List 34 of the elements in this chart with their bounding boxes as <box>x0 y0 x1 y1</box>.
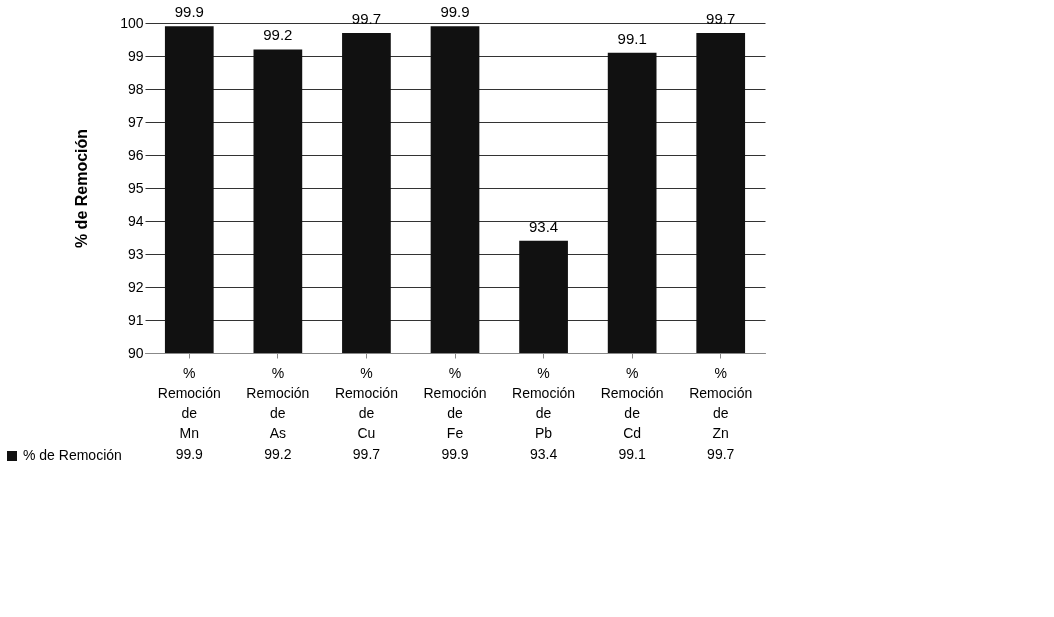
x-tick-label: % Remoción de Mn <box>157 364 221 441</box>
y-tick-label: 90 <box>127 344 144 361</box>
x-tick-label: % Remoción de Zn <box>689 364 753 441</box>
y-tick-label: 92 <box>127 278 144 295</box>
x-tick-label: % Remoción de As <box>246 364 310 441</box>
annotation: 99.7 <box>351 9 382 27</box>
legend-label: % de Remoción <box>23 447 122 463</box>
y-tick-label: 91 <box>127 311 144 328</box>
y-tick-label: 99 <box>127 47 144 64</box>
data-label: 93.4 <box>529 446 558 462</box>
data-label: 99.7 <box>352 446 381 462</box>
annotation: 99.7 <box>706 9 736 27</box>
y-tick-label: 95 <box>127 179 144 196</box>
annotation: 99.9 <box>440 3 470 21</box>
x-tick-label: % Remoción de Fe <box>423 364 487 441</box>
annotation: 99.2 <box>263 26 293 44</box>
data-label: 99.2 <box>264 446 292 462</box>
annotation: 99.1 <box>617 29 647 47</box>
y-tick-label: 97 <box>127 113 144 130</box>
y-tick-label: 98 <box>127 80 144 97</box>
data-label: 99.7 <box>707 446 735 462</box>
y-tick-label: 100 <box>120 14 144 31</box>
y-tick-label: 94 <box>127 212 144 229</box>
x-tick-label: % Remoción de Cd <box>600 364 664 441</box>
data-label: 99.1 <box>618 446 646 462</box>
x-tick-label: % Remoción de Pb <box>512 364 576 441</box>
annotation: 99.9 <box>174 3 204 21</box>
data-label: 99.9 <box>441 446 469 462</box>
x-tick-label: % Remoción de Cu <box>334 364 398 441</box>
y-tick-label: 93 <box>127 245 144 262</box>
data-label: 99.9 <box>175 446 204 462</box>
annotation: 93.4 <box>528 217 559 235</box>
y-tick-label: 96 <box>127 146 144 163</box>
y-axis-title: % de Remoción <box>73 128 91 249</box>
